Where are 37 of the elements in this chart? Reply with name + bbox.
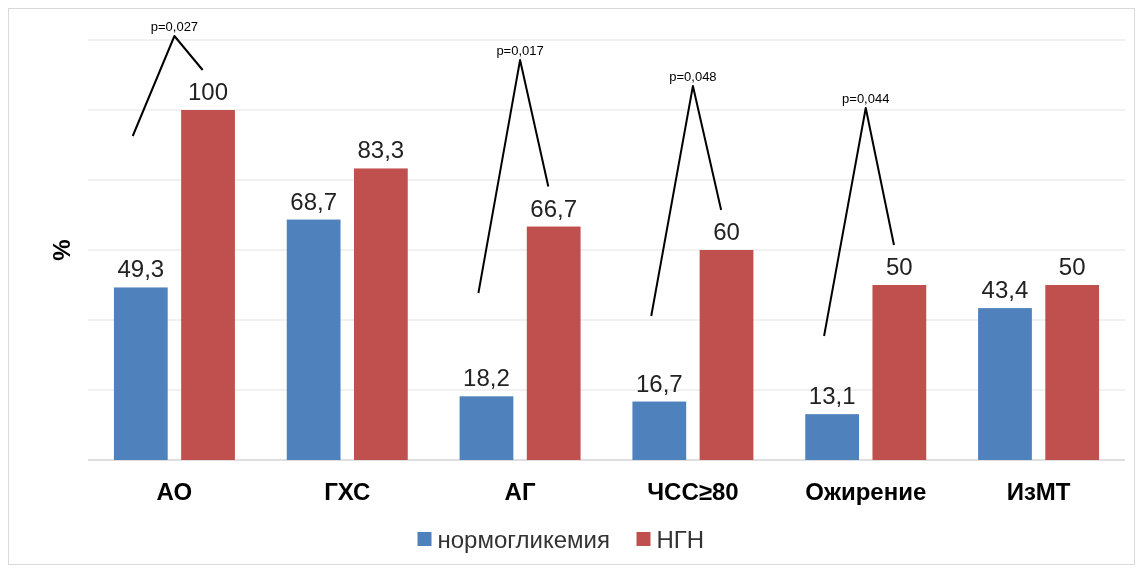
data-label: 49,3: [117, 255, 165, 283]
data-label: 66,7: [530, 194, 578, 222]
bar: [286, 219, 341, 460]
data-label: 68,7: [290, 187, 337, 215]
data-label: 50: [1058, 253, 1086, 280]
bar: [1045, 285, 1100, 460]
bar: [181, 110, 235, 460]
data-label: 16,7: [635, 369, 683, 397]
x-tick-label: АГ: [504, 478, 536, 505]
bar: [632, 401, 687, 460]
annotation: p=0,044: [842, 91, 890, 106]
bar: [113, 287, 168, 460]
text: p=0,027: [150, 19, 199, 34]
annotation: p=0,048: [669, 69, 717, 84]
bar: [872, 285, 927, 460]
bar: [805, 414, 860, 460]
bar: [699, 250, 754, 460]
data-label: 60: [713, 218, 740, 245]
x-tick-label: ГХС: [324, 478, 371, 505]
legend-label: нормогликемия: [437, 526, 610, 554]
x-tick-label: ИзМТ: [1006, 478, 1071, 505]
data-label: 50: [886, 253, 913, 280]
x-tick-label: АО: [156, 478, 193, 505]
data-label: 83,3: [357, 136, 405, 164]
x-tick-label: ЧСС≥80: [647, 478, 739, 505]
data-label: 43,4: [981, 276, 1029, 304]
annotation: p=0,017: [496, 43, 544, 58]
y-axis-title: %: [48, 239, 75, 261]
bar: [459, 396, 514, 460]
data-label: 13,1: [808, 382, 856, 410]
data-label: 100: [188, 78, 229, 105]
x-tick-label: Ожирение: [805, 478, 927, 505]
bar: [353, 168, 408, 460]
legend-label: НГН: [656, 526, 705, 554]
bar: [526, 226, 581, 460]
bar: [978, 308, 1032, 460]
data-label: 18,2: [463, 364, 510, 392]
